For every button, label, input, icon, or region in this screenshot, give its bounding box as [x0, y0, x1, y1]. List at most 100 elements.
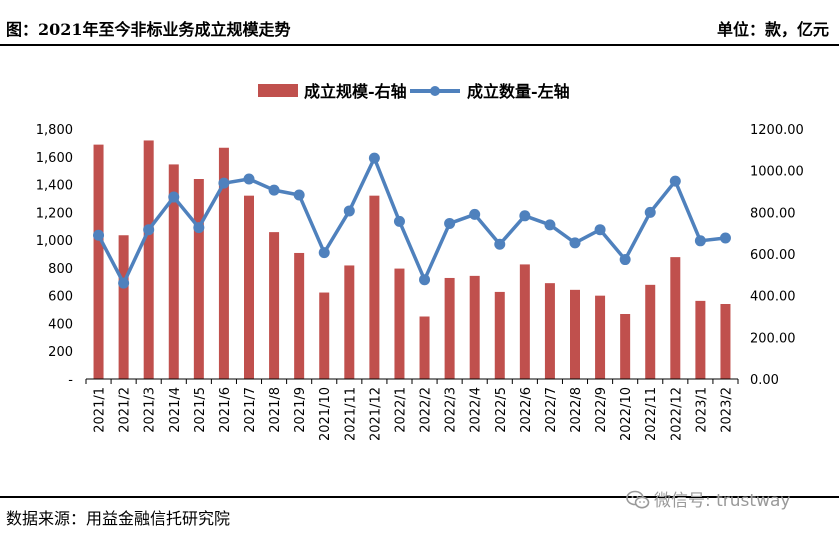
x-tick-label: 2022/4	[469, 387, 484, 433]
left-tick-label: 1,800	[36, 123, 73, 138]
x-tick-label: 2021/8	[268, 387, 283, 433]
bar	[444, 277, 455, 379]
watermark: 微信号: trustway	[626, 486, 790, 511]
x-tick-label: 2021/9	[293, 387, 308, 433]
bar	[269, 232, 280, 379]
line-point	[193, 222, 205, 234]
bar	[369, 195, 380, 379]
bar	[519, 264, 530, 379]
right-tick-label: 600.00	[750, 248, 796, 263]
bar	[193, 179, 204, 379]
right-tick-label: 0.00	[750, 373, 779, 388]
line-point	[143, 224, 155, 236]
combo-chart: 成立规模-右轴 成立数量-左轴 - 200 400 600 800 1,000 1,200 1…	[36, 82, 804, 441]
x-tick-label: 2021/7	[243, 387, 258, 433]
x-tick-label: 2022/5	[494, 387, 509, 433]
bar	[118, 235, 129, 379]
x-tick-label: 2021/4	[168, 387, 183, 433]
source-note: 数据来源：用益金融信托研究院	[6, 509, 231, 528]
line-point	[719, 232, 731, 244]
x-tick-label: 2021/6	[218, 387, 233, 433]
x-tick-label: 2021/1	[93, 387, 108, 433]
left-tick-label: 1,400	[36, 179, 73, 194]
bar	[670, 257, 681, 379]
line-point	[694, 235, 706, 247]
bar	[218, 147, 229, 379]
line-point	[343, 205, 355, 217]
line-point	[393, 215, 405, 227]
line-point	[444, 217, 456, 229]
x-tick-label: 2022/3	[444, 387, 459, 433]
line-series	[93, 152, 731, 289]
left-tick-label: 1,200	[36, 206, 73, 221]
line-point	[594, 224, 606, 236]
x-tick-label: 2022/1	[393, 387, 408, 433]
top-rule	[0, 44, 839, 46]
left-tick-label: 400	[48, 317, 73, 332]
x-tick-label: 2021/5	[193, 387, 208, 433]
legend-bar-label: 成立规模-右轴	[304, 82, 407, 101]
bar	[494, 291, 505, 379]
x-tick-label: 2022/9	[594, 387, 609, 433]
x-tick-label: 2021/12	[368, 387, 383, 441]
unit-label: 单位：款，亿元	[716, 20, 829, 39]
wechat-icon	[626, 490, 650, 509]
line-point	[293, 189, 305, 201]
bar	[620, 314, 631, 379]
bar	[294, 252, 305, 379]
left-tick-label: 1,000	[36, 234, 73, 249]
right-axis: 0.00 200.00 400.00 600.00 800.00 1000.00 1200.…	[750, 123, 804, 388]
legend-line-marker	[430, 86, 440, 96]
left-tick-label: 200	[48, 345, 73, 360]
bar	[394, 268, 405, 379]
right-tick-label: 400.00	[750, 290, 796, 305]
line-point	[118, 277, 130, 289]
bar	[319, 292, 330, 379]
chart-title: 图：2021年至今非标业务成立规模走势	[6, 20, 291, 39]
bottom-rule	[0, 496, 839, 498]
line-point	[469, 208, 481, 220]
bar	[419, 316, 430, 379]
line-point	[569, 237, 581, 249]
x-tick-label: 2022/11	[644, 387, 659, 441]
left-tick-label: 1,600	[36, 151, 73, 166]
line-point	[494, 238, 506, 250]
bar-series	[93, 140, 731, 379]
x-tick-label: 2022/12	[669, 387, 684, 441]
line-point	[243, 173, 255, 185]
watermark-text: 微信号: trustway	[654, 491, 791, 511]
line-point	[419, 274, 431, 286]
bar	[244, 195, 254, 379]
bar	[93, 144, 104, 379]
legend: 成立规模-右轴 成立数量-左轴	[258, 82, 570, 101]
x-tick-label: 2022/8	[569, 387, 584, 433]
series-line	[96, 156, 726, 285]
x-tick-label: 2021/2	[118, 387, 133, 433]
bar	[720, 304, 731, 379]
right-tick-label: 1000.00	[750, 165, 804, 180]
bar	[570, 289, 580, 379]
line-point	[218, 177, 230, 189]
x-tick-label: 2022/6	[519, 387, 534, 433]
line-point	[544, 219, 556, 231]
x-tick-label: 2023/1	[694, 387, 709, 433]
bar	[595, 295, 606, 379]
legend-line-label: 成立数量-左轴	[467, 82, 570, 101]
bar	[469, 275, 480, 379]
x-tick-label: 2022/7	[544, 387, 559, 433]
bar	[143, 140, 154, 379]
left-tick-label: 800	[48, 262, 73, 277]
line-point	[93, 229, 105, 241]
line-point	[519, 210, 531, 222]
line-point	[268, 184, 280, 196]
left-tick-label: -	[68, 373, 73, 388]
x-tick-label: 2021/10	[318, 387, 333, 441]
line-point	[619, 254, 631, 266]
right-tick-label: 1200.00	[750, 123, 804, 138]
legend-bar-swatch	[258, 84, 298, 97]
bar	[168, 164, 179, 379]
x-tick-label: 2022/2	[419, 387, 434, 433]
line-point	[368, 152, 380, 164]
right-tick-label: 200.00	[750, 331, 796, 346]
line-point	[669, 175, 681, 187]
